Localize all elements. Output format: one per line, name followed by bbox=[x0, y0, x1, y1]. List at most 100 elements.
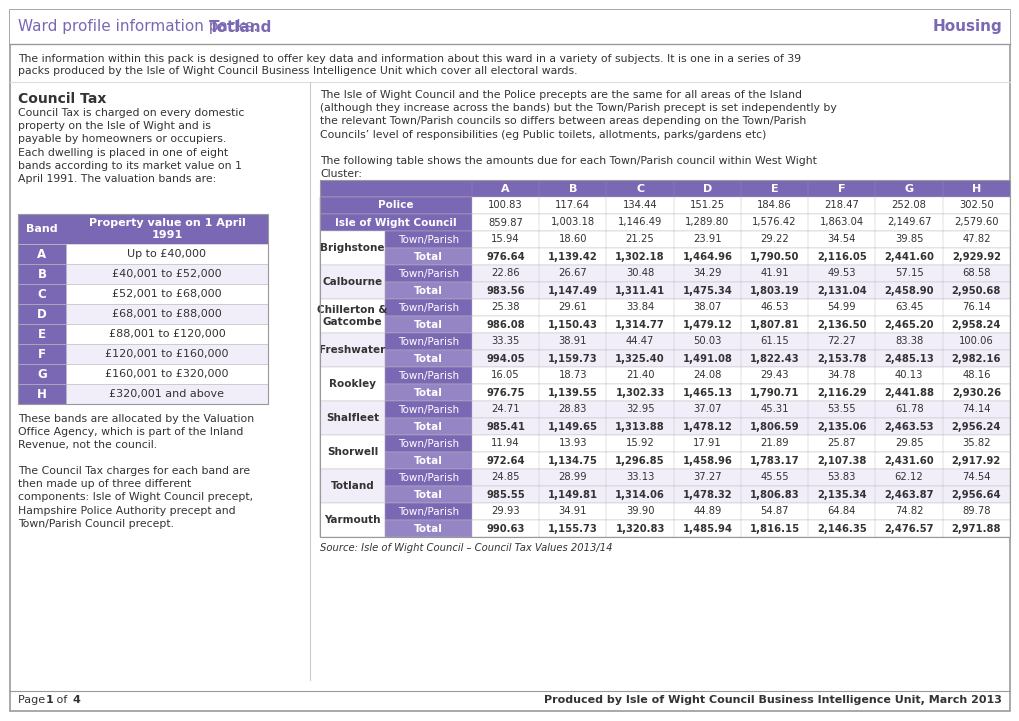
Text: 2,131.04: 2,131.04 bbox=[816, 286, 866, 296]
Text: 1,289.80: 1,289.80 bbox=[685, 218, 729, 228]
Text: 2,929.92: 2,929.92 bbox=[951, 252, 1000, 262]
Bar bbox=[384, 452, 472, 469]
Bar bbox=[320, 486, 1009, 503]
Bar bbox=[320, 333, 384, 367]
Text: Totland: Totland bbox=[330, 481, 374, 491]
Bar bbox=[320, 503, 384, 537]
Text: 18.73: 18.73 bbox=[558, 371, 587, 381]
Text: 15.94: 15.94 bbox=[491, 234, 520, 244]
Text: Chillerton &
Gatcombe: Chillerton & Gatcombe bbox=[317, 305, 387, 327]
Bar bbox=[320, 418, 1009, 435]
Text: 218.47: 218.47 bbox=[823, 200, 858, 211]
Text: 54.87: 54.87 bbox=[759, 506, 788, 516]
Text: Freshwater: Freshwater bbox=[319, 345, 385, 355]
Text: 2,107.38: 2,107.38 bbox=[816, 456, 866, 466]
Text: 1,139.42: 1,139.42 bbox=[547, 252, 597, 262]
Text: H: H bbox=[37, 387, 47, 400]
Bar bbox=[384, 469, 472, 486]
Text: 1,485.94: 1,485.94 bbox=[682, 523, 732, 534]
Text: 24.85: 24.85 bbox=[491, 472, 520, 482]
Text: Total: Total bbox=[414, 422, 442, 431]
Text: Shalfleet: Shalfleet bbox=[326, 413, 379, 423]
Text: 302.50: 302.50 bbox=[958, 200, 993, 211]
Bar bbox=[320, 401, 1009, 418]
Text: 1,313.88: 1,313.88 bbox=[614, 422, 664, 431]
Bar bbox=[320, 452, 1009, 469]
Text: H: H bbox=[971, 184, 980, 193]
Text: 2,971.88: 2,971.88 bbox=[951, 523, 1000, 534]
Text: 985.41: 985.41 bbox=[486, 422, 525, 431]
Text: 44.89: 44.89 bbox=[693, 506, 720, 516]
Text: A: A bbox=[38, 247, 47, 260]
Bar bbox=[320, 316, 1009, 333]
Bar bbox=[320, 231, 1009, 248]
Bar bbox=[320, 435, 1009, 452]
Text: 1,320.83: 1,320.83 bbox=[614, 523, 664, 534]
Text: 48.16: 48.16 bbox=[961, 371, 989, 381]
Text: 89.78: 89.78 bbox=[961, 506, 989, 516]
Bar bbox=[384, 367, 472, 384]
Bar bbox=[320, 384, 1009, 401]
Text: 41.91: 41.91 bbox=[759, 268, 788, 278]
Bar bbox=[384, 316, 472, 333]
Text: 1,807.81: 1,807.81 bbox=[749, 319, 799, 329]
Text: 1,149.65: 1,149.65 bbox=[547, 422, 597, 431]
Text: 2,441.88: 2,441.88 bbox=[883, 387, 933, 397]
Bar bbox=[384, 486, 472, 503]
Text: Property value on 1 April
1991: Property value on 1 April 1991 bbox=[89, 218, 246, 240]
Bar bbox=[18, 284, 268, 304]
Text: 74.82: 74.82 bbox=[894, 506, 922, 516]
Text: Police: Police bbox=[378, 200, 414, 211]
Text: 2,153.78: 2,153.78 bbox=[816, 353, 866, 363]
Text: 1,478.32: 1,478.32 bbox=[682, 490, 732, 500]
Text: 1,302.18: 1,302.18 bbox=[614, 252, 664, 262]
Bar bbox=[320, 197, 1009, 214]
Text: 25.87: 25.87 bbox=[826, 438, 855, 448]
Text: 33.84: 33.84 bbox=[626, 303, 653, 312]
Text: 1,816.15: 1,816.15 bbox=[749, 523, 799, 534]
Bar bbox=[320, 367, 1009, 384]
Text: Town/Parish: Town/Parish bbox=[397, 371, 459, 381]
Text: 1,003.18: 1,003.18 bbox=[550, 218, 594, 228]
Text: 45.31: 45.31 bbox=[759, 404, 788, 415]
Text: 45.55: 45.55 bbox=[759, 472, 788, 482]
Text: 1,790.50: 1,790.50 bbox=[749, 252, 799, 262]
Text: 100.06: 100.06 bbox=[958, 337, 993, 347]
Text: 1,458.96: 1,458.96 bbox=[682, 456, 732, 466]
Text: Total: Total bbox=[414, 252, 442, 262]
Text: 74.14: 74.14 bbox=[961, 404, 989, 415]
Text: £120,001 to £160,000: £120,001 to £160,000 bbox=[105, 349, 228, 359]
Text: 24.71: 24.71 bbox=[491, 404, 520, 415]
Bar bbox=[18, 244, 66, 264]
Text: £52,001 to £68,000: £52,001 to £68,000 bbox=[112, 289, 221, 299]
Text: 2,917.92: 2,917.92 bbox=[951, 456, 1000, 466]
Text: Calbourne: Calbourne bbox=[322, 277, 382, 287]
Bar bbox=[18, 244, 268, 264]
Text: E: E bbox=[770, 184, 777, 193]
Text: 83.38: 83.38 bbox=[894, 337, 922, 347]
Text: F: F bbox=[38, 348, 46, 360]
Text: 1,139.55: 1,139.55 bbox=[547, 387, 597, 397]
Bar bbox=[18, 284, 66, 304]
Text: 117.64: 117.64 bbox=[554, 200, 590, 211]
Text: 990.63: 990.63 bbox=[486, 523, 525, 534]
Bar bbox=[320, 180, 1009, 537]
Text: 1,806.59: 1,806.59 bbox=[749, 422, 799, 431]
Text: 1,314.77: 1,314.77 bbox=[614, 319, 664, 329]
Bar bbox=[320, 265, 384, 299]
Text: 28.99: 28.99 bbox=[558, 472, 587, 482]
Bar bbox=[320, 180, 1009, 197]
Text: 15.92: 15.92 bbox=[625, 438, 654, 448]
Text: 972.64: 972.64 bbox=[486, 456, 525, 466]
Text: 1: 1 bbox=[46, 695, 54, 705]
Text: packs produced by the Isle of Wight Council Business Intelligence Unit which cov: packs produced by the Isle of Wight Coun… bbox=[18, 66, 577, 76]
Bar bbox=[384, 265, 472, 282]
Text: Total: Total bbox=[414, 319, 442, 329]
Text: Town/Parish: Town/Parish bbox=[397, 234, 459, 244]
Text: £160,001 to £320,000: £160,001 to £320,000 bbox=[105, 369, 228, 379]
Text: The Council Tax charges for each band are
then made up of three different
compon: The Council Tax charges for each band ar… bbox=[18, 466, 253, 528]
Text: 74.54: 74.54 bbox=[961, 472, 989, 482]
Text: 151.25: 151.25 bbox=[689, 200, 725, 211]
Text: 1,302.33: 1,302.33 bbox=[614, 387, 664, 397]
Text: 32.95: 32.95 bbox=[626, 404, 654, 415]
